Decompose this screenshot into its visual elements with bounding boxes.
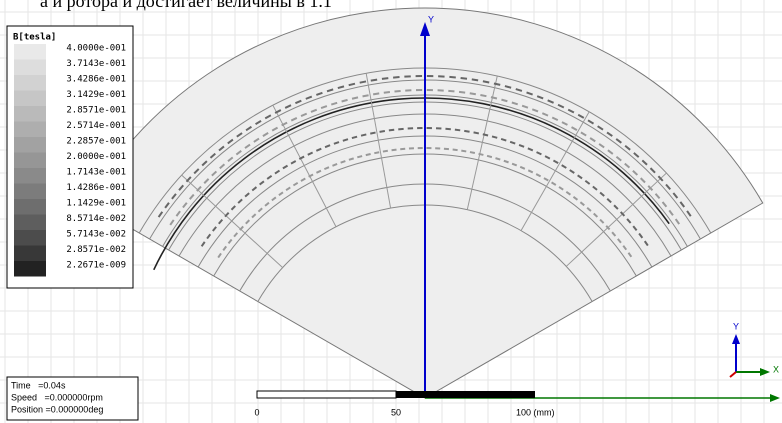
flux-arrow [371,80,377,81]
scale-black [396,391,535,398]
flux-arrow [352,97,358,98]
legend: B[tesla] 4.0000e-001 3.7143e-001 3.4286e-0… [7,26,133,288]
field-plot-window: а и ротора и достигает величины в 1.1 Y … [0,0,782,423]
flux-arrow [352,137,357,138]
flux-arrow [492,136,497,137]
legend-swatch [14,168,46,184]
legend-title: B[tesla] [13,33,56,43]
scale-label: 50 [391,407,401,417]
flux-arrow [361,134,366,135]
legend-label: 8.5714e-002 [66,214,126,224]
flux-arrow [366,154,371,155]
legend-label: 1.7143e-001 [66,168,126,178]
flux-arrow [464,131,469,132]
legend-label: 2.0000e-001 [66,152,126,162]
flux-arrow [370,133,375,134]
status-line: Time =0.04s [11,380,66,390]
legend-label: 1.4286e-001 [66,183,126,193]
legend-swatch [14,246,46,262]
flux-arrow [495,158,500,159]
flux-arrow [472,79,478,80]
flux-arrow [448,91,454,92]
flux-arrow [349,84,355,85]
flux-arrow [363,95,369,96]
legend-label: 2.2671e-009 [66,261,126,271]
flux-arrow [491,97,497,98]
scale-white [257,391,396,398]
status-box: Time =0.04s Speed =0.000000rpm Position =0… [7,377,138,420]
scale-label: 0 [254,407,259,417]
flux-arrow [459,92,465,93]
flux-arrow [357,156,362,157]
flux-arrow [494,83,500,84]
legend-label: 1.1429e-001 [66,199,126,209]
legend-swatch [14,122,46,138]
flux-arrow [470,93,476,94]
legend-swatch [14,75,46,91]
legend-swatch [14,153,46,169]
flux-arrow [480,95,486,96]
y-axis-label: Y [428,14,434,24]
flux-arrow [449,77,455,78]
legend-label: 2.8571e-001 [66,106,126,116]
flux-arrow [373,93,379,94]
flux-arrow [479,154,484,155]
legend-swatch [14,261,46,277]
flux-arrow [383,151,388,152]
legend-swatch [14,199,46,215]
legend-swatch [14,44,46,60]
legend-swatch [14,215,46,231]
flux-arrow [393,77,399,78]
status-line: Position =0.000000deg [11,404,103,414]
legend-label: 5.7143e-002 [66,230,126,240]
flux-arrow [380,131,385,132]
legend-label: 2.2857e-001 [66,137,126,147]
flux-arrow [392,150,397,151]
legend-swatch [14,91,46,107]
scale-label: 100 (mm) [516,407,555,417]
flux-arrow [461,151,466,152]
flux-arrow [349,158,354,159]
flux-arrow [455,130,460,131]
flux-arrow [394,91,400,92]
legend-swatch [14,137,46,153]
flux-arrow [453,150,458,151]
legend-swatch [14,60,46,76]
flux-arrow [382,78,388,79]
legend-swatch [14,184,46,200]
flux-arrow [470,152,475,153]
flux-arrow [384,92,390,93]
legend-label: 3.1429e-001 [66,90,126,100]
triad-y-label: Y [733,321,739,331]
flux-arrow [389,130,394,131]
flux-arrow [483,81,489,82]
legend-label: 4.0000e-001 [66,44,126,54]
legend-swatch [14,106,46,122]
flux-arrow [360,81,366,82]
legend-label: 2.8571e-002 [66,245,126,255]
flux-arrow [474,132,479,133]
flux-arrow [487,156,492,157]
flux-arrow [461,78,467,79]
status-line: Speed =0.000000rpm [11,392,103,402]
legend-swatch [14,230,46,246]
header-text: а и ротора и достигает величины в 1.1 [40,0,332,11]
legend-label: 3.7143e-001 [66,59,126,69]
flux-arrow [374,152,379,153]
triad-x-label: X [773,364,779,374]
flux-arrow [483,134,488,135]
legend-label: 2.5714e-001 [66,121,126,131]
legend-label: 3.4286e-001 [66,75,126,85]
